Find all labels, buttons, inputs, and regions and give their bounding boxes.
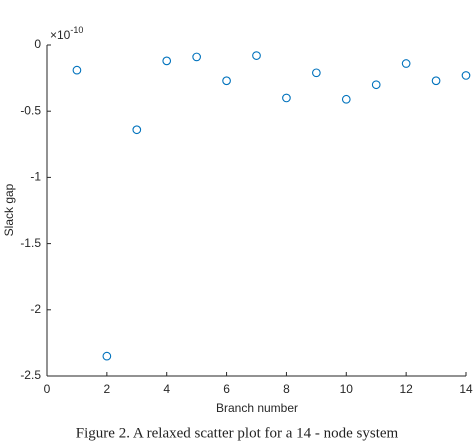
point <box>162 56 172 66</box>
point <box>371 80 381 90</box>
y-multiplier-base: ×10 <box>50 28 71 42</box>
point <box>252 51 261 60</box>
y-tick-label: -2.5 <box>20 368 41 382</box>
point <box>282 93 291 103</box>
point <box>102 351 112 361</box>
point <box>132 125 142 135</box>
point <box>222 76 231 86</box>
point <box>312 68 321 78</box>
point <box>192 52 201 62</box>
y-tick-label: -1 <box>30 170 41 184</box>
y-tick-label: -2 <box>30 302 41 316</box>
y-multiplier-exponent: -10 <box>70 25 83 35</box>
x-tick-label: 12 <box>399 382 413 396</box>
x-tick-label: 4 <box>163 382 170 396</box>
y-tick-label: -0.5 <box>20 103 41 117</box>
point <box>341 94 351 104</box>
point <box>401 59 411 68</box>
x-tick-label: 10 <box>340 382 354 396</box>
x-axis-label: Branch number <box>216 401 298 415</box>
point <box>431 76 441 86</box>
y-tick-label: 0 <box>34 37 41 51</box>
x-tick-label: 6 <box>223 382 230 396</box>
x-tick-label: 0 <box>44 382 51 396</box>
y-tick-label: -1.5 <box>20 236 41 250</box>
x-tick-label: 14 <box>459 382 473 396</box>
x-tick-label: 2 <box>104 382 111 396</box>
y-multiplier: ×10-10 <box>50 25 83 42</box>
point <box>72 65 82 75</box>
y-axis-label: Slack gap <box>2 183 16 236</box>
x-tick-label: 8 <box>283 382 290 396</box>
point <box>461 71 471 80</box>
figure-caption: Figure 2. A relaxed scatter plot for a 1… <box>76 425 399 441</box>
